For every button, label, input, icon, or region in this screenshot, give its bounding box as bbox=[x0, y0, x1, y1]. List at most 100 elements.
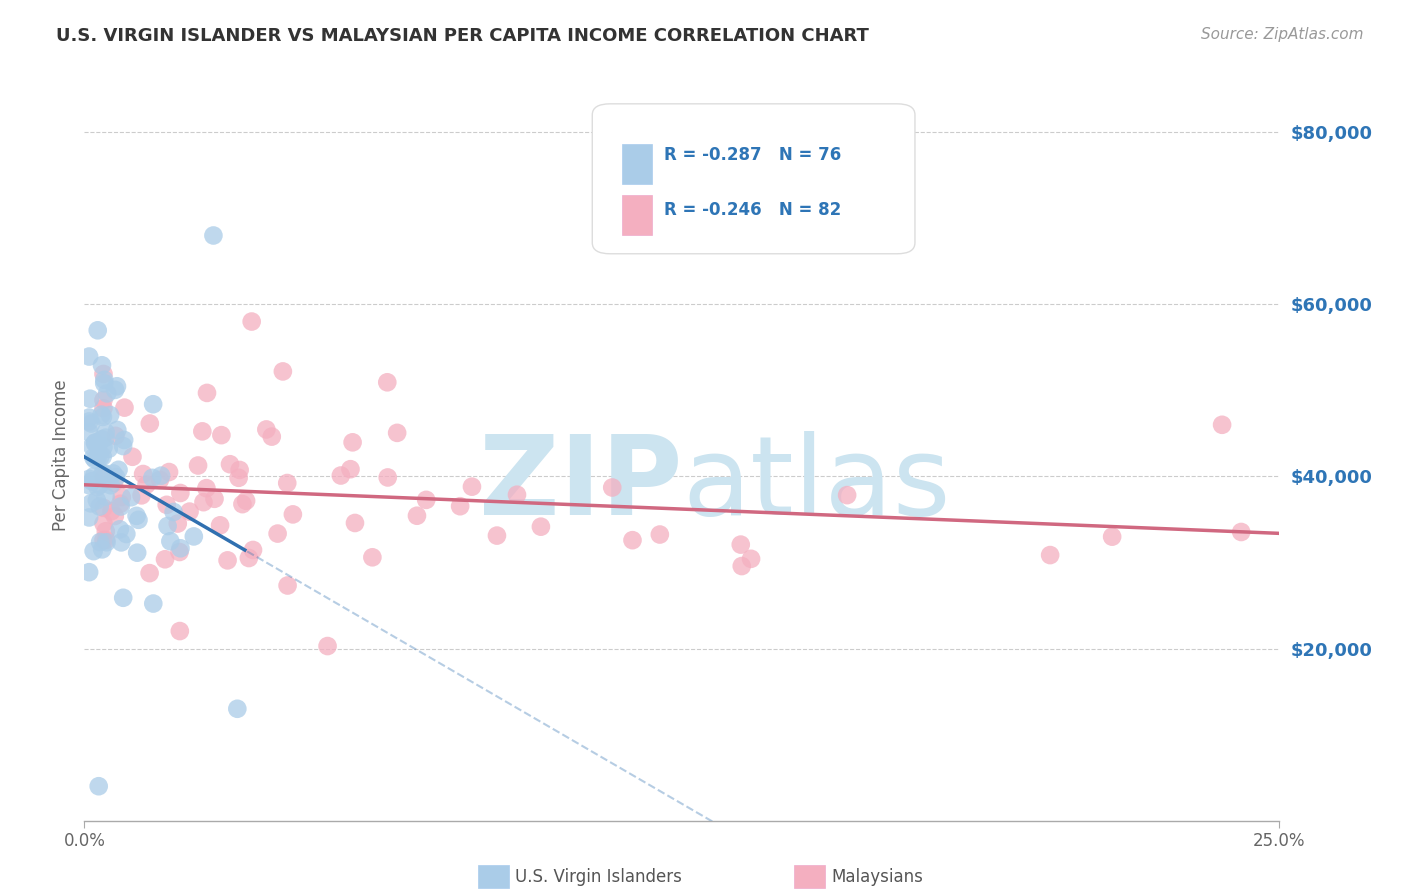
Point bbox=[135, 477, 157, 491]
Y-axis label: Per Capita Income: Per Capita Income bbox=[52, 379, 70, 531]
Point bbox=[89, 500, 111, 514]
Point bbox=[98, 408, 121, 422]
Point bbox=[112, 439, 135, 453]
Point bbox=[125, 508, 148, 523]
Point bbox=[104, 509, 127, 524]
Point bbox=[93, 376, 115, 391]
Point bbox=[342, 435, 364, 450]
Point bbox=[90, 408, 112, 422]
Point bbox=[235, 493, 257, 508]
Point bbox=[103, 467, 125, 481]
Point bbox=[114, 401, 136, 415]
Point bbox=[86, 450, 108, 464]
Point bbox=[149, 473, 172, 487]
Point bbox=[87, 323, 110, 337]
Point bbox=[91, 358, 114, 372]
Point bbox=[87, 440, 110, 454]
Text: Source: ZipAtlas.com: Source: ZipAtlas.com bbox=[1201, 27, 1364, 42]
Point bbox=[105, 470, 128, 484]
Point bbox=[94, 431, 117, 445]
Text: U.S. Virgin Islanders: U.S. Virgin Islanders bbox=[515, 868, 682, 886]
Point bbox=[110, 497, 132, 511]
Point bbox=[150, 468, 173, 483]
Point bbox=[142, 397, 165, 411]
Point bbox=[93, 367, 115, 381]
Point bbox=[91, 542, 114, 557]
Point bbox=[138, 566, 160, 581]
Point bbox=[100, 478, 122, 492]
Point bbox=[84, 452, 107, 467]
Point bbox=[169, 545, 191, 559]
Point bbox=[87, 779, 110, 793]
Point bbox=[139, 417, 162, 431]
Point bbox=[141, 471, 163, 485]
Point bbox=[115, 527, 138, 541]
Point bbox=[242, 543, 264, 558]
Point bbox=[77, 510, 100, 524]
Point bbox=[377, 470, 399, 484]
Point bbox=[187, 458, 209, 473]
Point bbox=[80, 417, 103, 431]
Point bbox=[339, 462, 361, 476]
Point bbox=[191, 425, 214, 439]
Point bbox=[183, 529, 205, 543]
Point bbox=[104, 383, 127, 397]
Point bbox=[121, 450, 143, 464]
Point bbox=[277, 578, 299, 592]
Point bbox=[228, 471, 250, 485]
Point bbox=[94, 524, 117, 539]
Point bbox=[94, 425, 117, 440]
Point bbox=[83, 469, 105, 483]
Point bbox=[169, 541, 191, 556]
Point bbox=[238, 551, 260, 566]
Point bbox=[266, 526, 288, 541]
Point bbox=[231, 497, 253, 511]
Point bbox=[97, 442, 120, 456]
Point bbox=[375, 376, 398, 390]
Point bbox=[195, 385, 218, 400]
Point bbox=[83, 544, 105, 558]
Point bbox=[159, 534, 181, 549]
Point bbox=[240, 314, 263, 328]
Point bbox=[93, 393, 115, 408]
Point bbox=[195, 481, 218, 495]
Point bbox=[276, 476, 298, 491]
Point bbox=[86, 493, 108, 508]
Point bbox=[93, 533, 115, 547]
Point bbox=[271, 364, 294, 378]
Point bbox=[415, 492, 437, 507]
Point bbox=[621, 533, 644, 548]
Point bbox=[111, 490, 134, 504]
Point bbox=[156, 519, 179, 533]
Point bbox=[132, 467, 155, 481]
Point bbox=[94, 490, 117, 504]
Point bbox=[166, 516, 188, 531]
Point bbox=[84, 435, 107, 450]
Point bbox=[107, 463, 129, 477]
Point bbox=[1211, 417, 1233, 432]
Point bbox=[127, 546, 149, 560]
Point bbox=[1230, 524, 1253, 539]
Point bbox=[77, 410, 100, 425]
Point bbox=[77, 415, 100, 429]
Point bbox=[600, 481, 623, 495]
Point bbox=[156, 498, 179, 512]
Point bbox=[120, 490, 142, 504]
Point bbox=[361, 550, 384, 565]
Point bbox=[193, 495, 215, 509]
Point bbox=[209, 428, 232, 442]
Text: U.S. VIRGIN ISLANDER VS MALAYSIAN PER CAPITA INCOME CORRELATION CHART: U.S. VIRGIN ISLANDER VS MALAYSIAN PER CA… bbox=[56, 27, 869, 45]
Point bbox=[343, 516, 366, 530]
FancyBboxPatch shape bbox=[592, 103, 915, 253]
Point bbox=[204, 491, 226, 506]
Point bbox=[79, 392, 101, 406]
Point bbox=[153, 552, 176, 566]
Point bbox=[103, 475, 125, 490]
Point bbox=[461, 480, 484, 494]
Point bbox=[316, 639, 339, 653]
Point bbox=[112, 591, 135, 605]
Point bbox=[77, 350, 100, 364]
Point bbox=[100, 504, 122, 518]
Point bbox=[648, 527, 671, 541]
Point bbox=[89, 478, 111, 492]
